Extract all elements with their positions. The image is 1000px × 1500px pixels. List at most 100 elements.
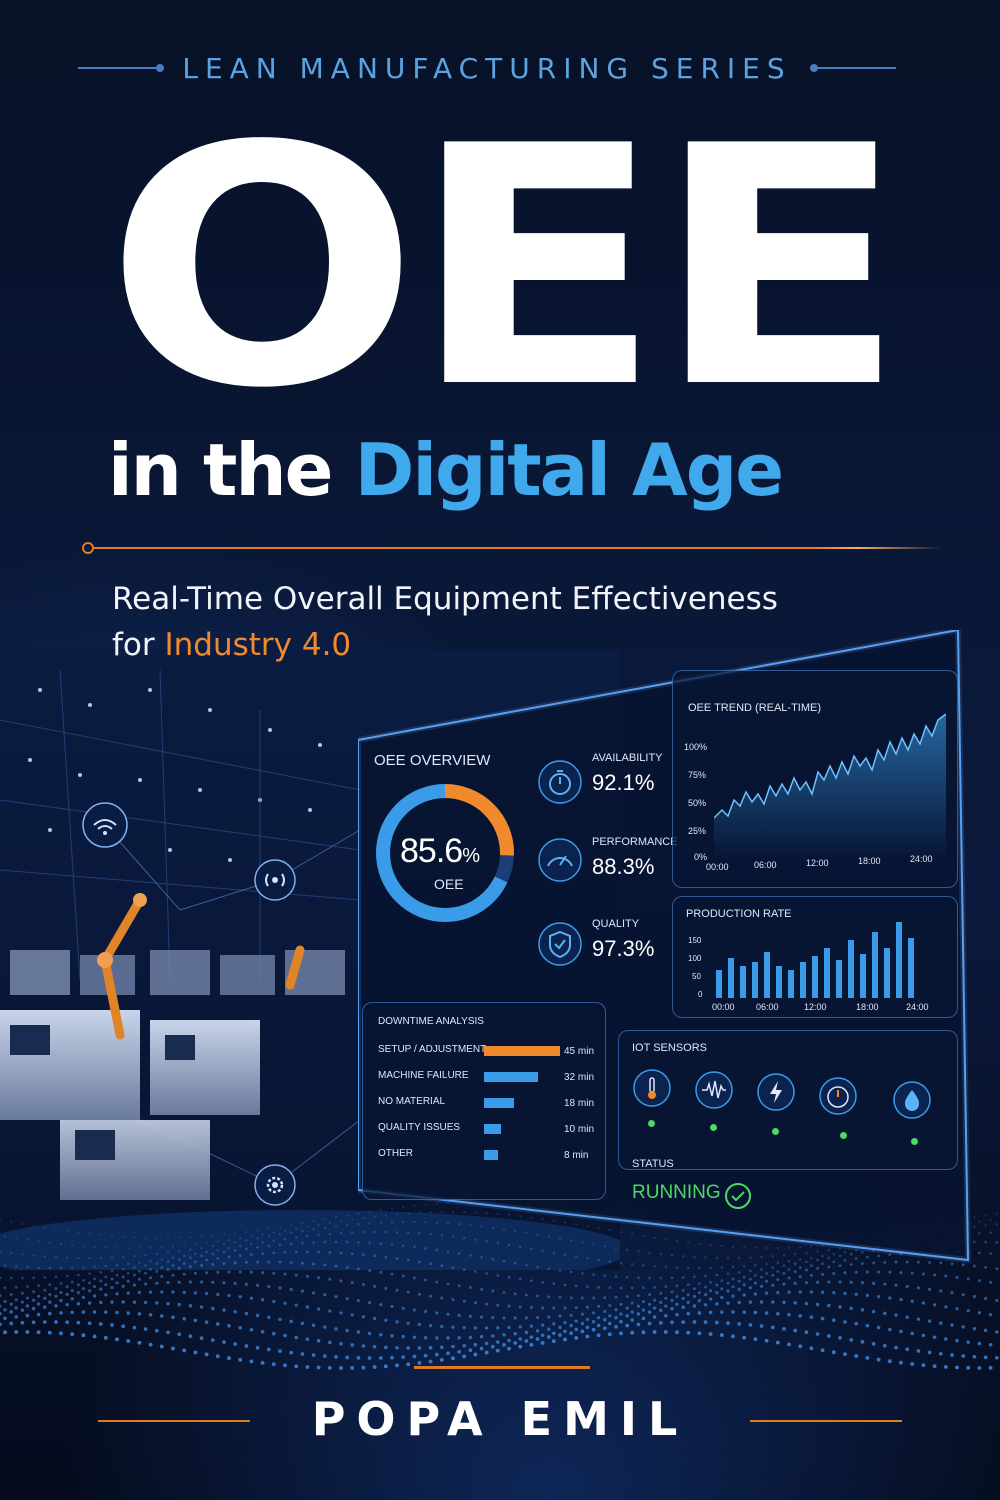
- particle-dot: [827, 1265, 831, 1269]
- particle-dot: [569, 1331, 574, 1336]
- particle-dot: [14, 1330, 19, 1334]
- particle-dot: [278, 1233, 282, 1236]
- particle-dot: [659, 1291, 663, 1295]
- particle-dot: [216, 1322, 220, 1326]
- particle-dot: [121, 1300, 125, 1304]
- particle-dot: [36, 1312, 41, 1317]
- particle-dot: [451, 1344, 455, 1349]
- particle-dot: [47, 1330, 52, 1335]
- particle-dot: [592, 1273, 595, 1276]
- particle-dot: [115, 1292, 119, 1296]
- particle-dot: [484, 1341, 489, 1346]
- particle-dot: [704, 1256, 707, 1259]
- particle-dot: [810, 1256, 813, 1260]
- particle-dot: [832, 1260, 836, 1264]
- particle-dot: [630, 1318, 634, 1322]
- particle-dot: [838, 1336, 842, 1340]
- particle-dot: [43, 1255, 46, 1258]
- particle-dot: [754, 1274, 757, 1277]
- downtime-label: NO MATERIAL: [378, 1096, 446, 1107]
- particle-dot: [619, 1261, 623, 1265]
- particle-dot: [692, 1304, 697, 1308]
- particle-dot: [462, 1268, 466, 1271]
- particle-dot: [480, 1255, 483, 1259]
- particle-dot: [37, 1284, 40, 1288]
- particle-dot: [648, 1302, 652, 1306]
- particle-dot: [424, 1247, 427, 1250]
- particle-dot: [328, 1232, 332, 1236]
- particle-dot: [26, 1285, 29, 1288]
- particle-dot: [440, 1324, 444, 1329]
- wifi-icon: [82, 802, 128, 848]
- particle-dot: [933, 1273, 937, 1277]
- particle-dot: [278, 1349, 282, 1353]
- particle-dot: [345, 1265, 349, 1269]
- particle-dot: [99, 1279, 103, 1283]
- particle-dot: [731, 1265, 735, 1269]
- particle-dot: [37, 1240, 40, 1243]
- particle-dot: [938, 1351, 943, 1356]
- particle-dot: [88, 1289, 92, 1293]
- particle-dot: [821, 1272, 825, 1276]
- particle-dot: [547, 1315, 551, 1319]
- particle-dot: [383, 1364, 388, 1369]
- particle-dot: [597, 1227, 600, 1230]
- particle-dot: [603, 1274, 607, 1277]
- particle-dot: [546, 1335, 551, 1339]
- particle-dot: [485, 1302, 489, 1306]
- particle-dot: [585, 1317, 590, 1322]
- particle-dot: [317, 1233, 320, 1237]
- particle-dot: [171, 1346, 175, 1351]
- particle-dot: [827, 1256, 831, 1260]
- particle-dot: [256, 1229, 259, 1232]
- oee-number: 85.6: [400, 832, 463, 870]
- sensor-dot: [710, 1124, 717, 1131]
- particle-dot: [76, 1320, 81, 1325]
- particle-dot: [59, 1266, 63, 1270]
- series-line-right: [809, 64, 897, 72]
- particle-dot: [995, 1298, 999, 1302]
- particle-dot: [507, 1213, 511, 1217]
- particle-dot: [518, 1325, 522, 1329]
- particle-dot: [0, 1294, 2, 1297]
- particle-dot: [742, 1283, 746, 1287]
- particle-dot: [457, 1349, 462, 1354]
- particle-dot: [21, 1222, 24, 1225]
- particle-dot: [731, 1245, 735, 1248]
- particle-dot: [682, 1255, 685, 1258]
- particle-dot: [608, 1229, 611, 1232]
- particle-dot: [428, 1323, 433, 1328]
- particle-dot: [966, 1340, 970, 1344]
- author-row: POPA EMIL: [98, 1366, 902, 1452]
- particle-dot: [20, 1308, 25, 1312]
- particle-dot: [350, 1252, 354, 1256]
- particle-dot: [810, 1245, 813, 1248]
- particle-dot: [899, 1360, 903, 1365]
- particle-dot: [816, 1258, 819, 1262]
- particle-dot: [843, 1352, 847, 1357]
- particle-dot: [866, 1255, 869, 1259]
- particle-dot: [132, 1325, 137, 1330]
- water-drop-icon: [893, 1081, 931, 1119]
- particle-dot: [137, 1340, 142, 1345]
- particle-dot: [675, 1240, 679, 1243]
- particle-dot: [921, 1333, 926, 1338]
- particle-dot: [944, 1274, 948, 1278]
- particle-dot: [312, 1262, 316, 1266]
- particle-dot: [160, 1274, 164, 1278]
- particle-dot: [0, 1219, 1, 1221]
- sensor-dot: [648, 1120, 655, 1127]
- particle-dot: [115, 1337, 119, 1342]
- particle-dot: [149, 1246, 152, 1249]
- particle-dot: [642, 1286, 645, 1290]
- particle-dot: [446, 1222, 450, 1225]
- particle-dot: [536, 1233, 539, 1236]
- particle-dot: [418, 1260, 421, 1264]
- particle-dot: [585, 1305, 589, 1309]
- particle-dot: [306, 1234, 309, 1238]
- particle-dot: [983, 1328, 988, 1333]
- particle-dot: [966, 1309, 970, 1313]
- particle-dot: [563, 1221, 567, 1224]
- particle-dot: [339, 1279, 343, 1283]
- particle-dot: [764, 1311, 769, 1315]
